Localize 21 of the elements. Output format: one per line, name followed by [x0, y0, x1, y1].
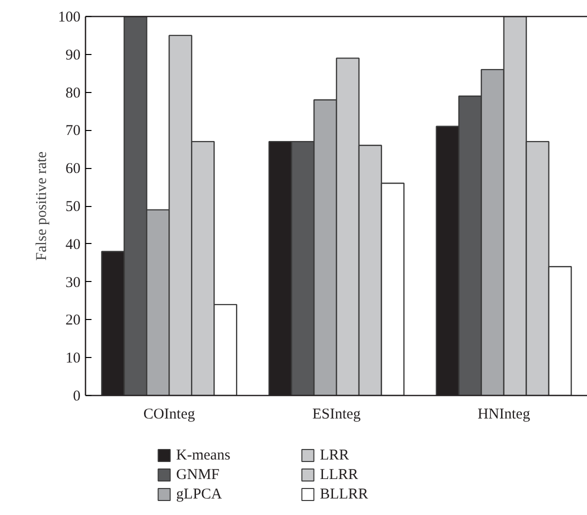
- legend-label: LLRR: [320, 467, 358, 483]
- x-tick-label: HNInteg: [478, 406, 531, 422]
- y-tick-label: 20: [66, 312, 80, 329]
- y-tick-label: 0: [73, 388, 80, 404]
- y-tick-label: 100: [58, 10, 80, 26]
- y-tick-label: 90: [66, 47, 80, 64]
- legend-label: K-means: [176, 448, 230, 464]
- x-tick-label: COInteg: [143, 406, 196, 422]
- legend-label: GNMF: [176, 467, 220, 483]
- legend-label: BLLRR: [320, 486, 368, 502]
- y-tick-label: 30: [66, 274, 80, 291]
- y-tick-label: 70: [66, 123, 80, 140]
- y-tick-label: 50: [66, 199, 80, 215]
- y-axis-title: False positive rate: [34, 151, 50, 261]
- legend-label: gLPCA: [176, 486, 222, 502]
- legend-label: LRR: [320, 448, 350, 464]
- y-tick-label: 10: [66, 350, 80, 367]
- y-tick-label: 60: [66, 161, 80, 178]
- y-tick-label: 80: [66, 85, 80, 102]
- y-tick-label: 40: [66, 236, 80, 253]
- x-tick-label: ESInteg: [312, 406, 362, 422]
